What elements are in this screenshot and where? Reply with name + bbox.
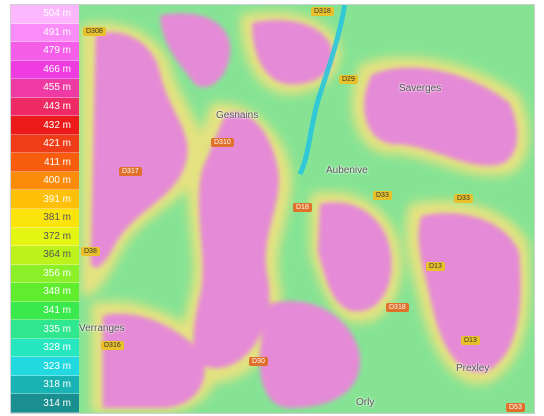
legend-entry: 466 m [11, 60, 79, 80]
place-prexley: Prexley [456, 363, 490, 374]
legend-entry: 318 m [11, 375, 79, 395]
plateaus [90, 13, 521, 409]
elevation-legend: 504 m 491 m 479 m 466 m 455 m 443 m 432 m 421 m… [11, 5, 79, 413]
legend-label: 341 m [43, 305, 71, 317]
legend-label: 318 m [43, 379, 71, 391]
legend-entry: 400 m [11, 171, 79, 191]
legend-label: 466 m [43, 63, 71, 75]
legend-entry: 391 m [11, 190, 79, 210]
place-verranges: Verranges [79, 323, 125, 334]
place-gesnains: Gesnains [216, 110, 259, 121]
legend-label: 400 m [43, 175, 71, 187]
legend-label: 328 m [43, 342, 71, 354]
legend-entry: 432 m [11, 116, 79, 135]
road-label: D13 [426, 262, 445, 271]
place-orly: Orly [356, 397, 375, 408]
road-label: D53 [506, 403, 525, 412]
legend-label: 411 m [43, 156, 71, 168]
legend-entry: 421 m [11, 134, 79, 154]
legend-entry: 323 m [11, 357, 79, 376]
legend-label: 432 m [43, 119, 71, 131]
legend-entry: 356 m [11, 264, 79, 284]
terrain-layer [11, 5, 534, 413]
place-saverges: Saverges [399, 83, 442, 94]
legend-entry: 491 m [11, 23, 79, 43]
legend-label: 443 m [43, 101, 71, 112]
place-aubenive: Aubenive [326, 165, 368, 176]
legend-entry: 479 m [11, 42, 79, 61]
legend-label: 335 m [43, 323, 71, 335]
legend-label: 479 m [43, 45, 71, 57]
legend-label: 504 m [43, 8, 71, 20]
road-label: D13 [461, 336, 480, 345]
legend-label: 391 m [43, 193, 71, 205]
road-label: D310 [211, 138, 234, 147]
river [297, 5, 348, 176]
legend-entry: 455 m [11, 79, 79, 98]
legend-label: 491 m [43, 26, 71, 38]
legend-label: 323 m [43, 360, 71, 372]
road-label: D29 [339, 75, 358, 84]
legend-entry: 314 m [11, 394, 79, 413]
legend-entry: 372 m [11, 227, 79, 247]
road-label: D308 [83, 27, 106, 36]
legend-entry: 504 m [11, 5, 79, 24]
legend-label: 381 m [43, 212, 71, 224]
road-label: D18 [293, 203, 312, 212]
road-label: D316 [101, 341, 124, 350]
legend-entry: 411 m [11, 153, 79, 172]
road-label: D30 [249, 357, 268, 366]
road-label: D33 [454, 194, 473, 203]
legend-entry: 348 m [11, 283, 79, 302]
road-label: D317 [119, 167, 142, 176]
road-label: D33 [373, 191, 392, 200]
legend-entry: 381 m [11, 209, 79, 228]
legend-entry: 443 m [11, 97, 79, 117]
legend-entry: 328 m [11, 338, 79, 358]
legend-entry: 364 m [11, 246, 79, 265]
legend-label: 372 m [43, 230, 71, 242]
legend-label: 455 m [43, 82, 71, 94]
legend-label: 364 m [43, 249, 71, 261]
elevation-map[interactable]: 504 m 491 m 479 m 466 m 455 m 443 m 432 m 421 m… [10, 4, 535, 414]
road-label: D318 [311, 7, 334, 16]
road-label: D38 [81, 247, 100, 256]
legend-label: 421 m [43, 138, 71, 150]
legend-label: 314 m [43, 397, 71, 409]
legend-label: 356 m [43, 267, 71, 279]
road-label: D318 [386, 303, 409, 312]
legend-label: 348 m [43, 286, 71, 298]
legend-entry: 341 m [11, 301, 79, 321]
legend-entry: 335 m [11, 320, 79, 339]
